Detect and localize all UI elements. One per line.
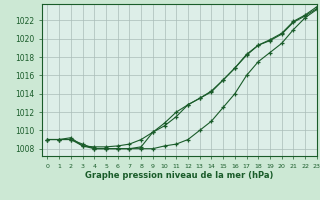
X-axis label: Graphe pression niveau de la mer (hPa): Graphe pression niveau de la mer (hPa) xyxy=(85,171,273,180)
